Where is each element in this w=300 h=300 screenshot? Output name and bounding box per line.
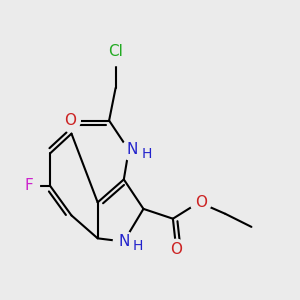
Circle shape (59, 110, 80, 131)
Text: O: O (64, 113, 76, 128)
Text: N: N (118, 234, 130, 249)
Circle shape (113, 231, 134, 252)
Text: H: H (142, 147, 152, 161)
Text: Cl: Cl (108, 44, 123, 59)
Text: O: O (195, 195, 207, 210)
Circle shape (19, 176, 39, 197)
Text: O: O (170, 242, 182, 257)
Circle shape (136, 143, 157, 164)
Text: F: F (25, 178, 33, 194)
Circle shape (190, 192, 211, 213)
Circle shape (122, 140, 142, 160)
Circle shape (127, 235, 148, 256)
Circle shape (166, 239, 187, 260)
Text: N: N (126, 142, 138, 158)
Circle shape (102, 38, 129, 66)
Text: H: H (132, 238, 143, 253)
